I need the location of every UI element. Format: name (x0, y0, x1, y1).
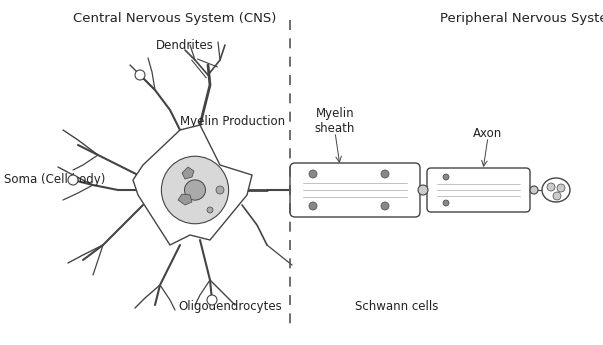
Text: Soma (Cell body): Soma (Cell body) (4, 174, 106, 187)
Circle shape (547, 183, 555, 191)
Ellipse shape (542, 178, 570, 202)
Circle shape (309, 202, 317, 210)
Circle shape (553, 192, 561, 200)
Text: Myelin Production: Myelin Production (180, 115, 285, 128)
Circle shape (135, 70, 145, 80)
Circle shape (207, 207, 213, 213)
FancyBboxPatch shape (290, 163, 420, 217)
Circle shape (418, 185, 428, 195)
Ellipse shape (185, 180, 206, 200)
Polygon shape (182, 167, 194, 179)
Text: Peripheral Nervous System (PNS): Peripheral Nervous System (PNS) (440, 12, 603, 25)
Circle shape (216, 186, 224, 194)
Circle shape (309, 170, 317, 178)
Ellipse shape (162, 156, 229, 224)
Polygon shape (133, 125, 252, 245)
Circle shape (207, 295, 217, 305)
Circle shape (443, 200, 449, 206)
Circle shape (68, 175, 78, 185)
Polygon shape (178, 194, 192, 205)
Text: Myelin
sheath: Myelin sheath (315, 107, 355, 135)
Text: Central Nervous System (CNS): Central Nervous System (CNS) (74, 12, 277, 25)
Circle shape (381, 170, 389, 178)
Circle shape (557, 184, 565, 192)
Circle shape (530, 186, 538, 194)
FancyBboxPatch shape (427, 168, 530, 212)
Circle shape (381, 202, 389, 210)
Text: Oligodendrocytes: Oligodendrocytes (178, 300, 282, 313)
Text: Dendrites: Dendrites (156, 39, 214, 52)
Text: Schwann cells: Schwann cells (355, 300, 438, 313)
Text: Axon: Axon (473, 127, 503, 140)
Circle shape (443, 174, 449, 180)
